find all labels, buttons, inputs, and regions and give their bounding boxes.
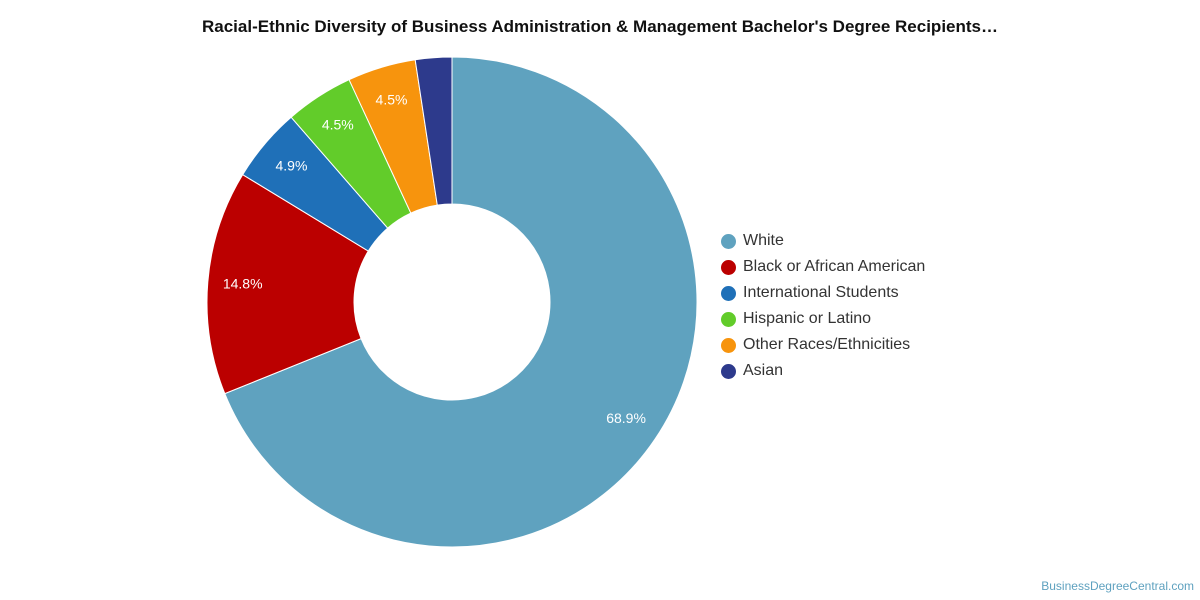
slice-value-label: 4.9% — [276, 157, 308, 173]
legend-swatch — [721, 311, 736, 327]
donut-slices — [206, 56, 698, 548]
legend-swatch — [721, 285, 736, 301]
chart-title: Racial-Ethnic Diversity of Business Admi… — [201, 17, 998, 36]
legend-label: White — [743, 232, 784, 249]
legend-label: Asian — [743, 362, 784, 379]
legend-swatch — [721, 233, 736, 249]
source-credit[interactable]: BusinessDegreeCentral.com — [1041, 579, 1194, 593]
legend-item-white[interactable]: White — [721, 228, 925, 254]
legend-item-black-or-african-american[interactable]: Black or African American — [721, 254, 925, 280]
legend-item-international-students[interactable]: International Students — [721, 280, 925, 306]
legend-swatch — [721, 363, 736, 379]
slice-white[interactable] — [224, 56, 698, 548]
slice-value-label: 4.5% — [322, 116, 354, 132]
slice-value-label: 14.8% — [223, 276, 263, 292]
legend-item-hispanic-or-latino[interactable]: Hispanic or Latino — [721, 306, 925, 332]
slice-value-label: 4.5% — [376, 92, 408, 108]
legend-item-other-races-ethnicities[interactable]: Other Races/Ethnicities — [721, 332, 925, 358]
legend-label: International Students — [743, 284, 899, 301]
legend-swatch — [721, 337, 736, 353]
chart-legend: White Black or African American Internatio… — [721, 228, 925, 384]
legend-item-asian[interactable]: Asian — [721, 358, 925, 384]
slice-black-or-african-american[interactable] — [206, 173, 369, 395]
legend-label: Black or African American — [743, 258, 926, 275]
legend-label: Hispanic or Latino — [743, 310, 872, 327]
donut-slice-labels: 68.9% 14.8% 4.9% 4.5% 4.5% — [223, 92, 646, 427]
slice-asian[interactable] — [414, 56, 453, 206]
slice-value-label: 68.9% — [606, 410, 646, 426]
legend-swatch — [721, 259, 736, 275]
legend-label: Other Races/Ethnicities — [743, 336, 911, 353]
